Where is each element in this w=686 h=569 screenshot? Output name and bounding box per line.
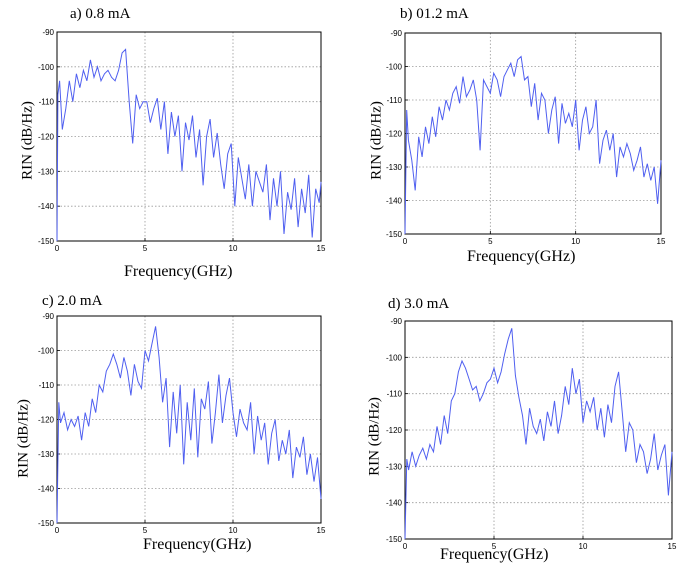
panel-c-title: c) 2.0 mA [42,293,103,309]
x-tick-label: 0 [55,244,60,253]
x-tick-label: 15 [317,244,326,253]
y-tick-label: -120 [38,133,55,142]
y-tick-label: -130 [386,462,403,471]
y-tick-label: -140 [38,485,55,494]
x-tick-label: 0 [403,542,408,551]
y-tick-label: -100 [386,353,403,362]
y-tick-label: -130 [386,163,403,172]
x-tick-label: 10 [571,237,580,246]
y-tick-label: -130 [38,450,55,459]
y-tick-label: -150 [38,237,55,246]
x-tick-label: 0 [403,237,408,246]
y-tick-label: -150 [38,519,55,528]
y-tick-label: -90 [390,317,402,326]
rin-series-line [404,328,673,540]
x-tick-label: 15 [668,542,677,551]
x-tick-label: 5 [143,244,148,253]
x-tick-label: 5 [488,237,493,246]
y-tick-label: -120 [38,416,55,425]
y-tick-label: -120 [386,130,403,139]
y-tick-label: -110 [39,381,55,390]
y-tick-label: -100 [386,63,403,72]
panel-a-xlabel: Frequency(GHz) [124,263,233,280]
y-tick-label: -140 [386,499,403,508]
y-tick-label: -140 [386,197,403,206]
x-tick-label: 10 [579,542,588,551]
y-tick-label: -90 [42,312,54,321]
panel-d-xlabel: Frequency(GHz) [440,546,549,563]
panel-a-title: a) 0.8 mA [70,6,131,22]
x-tick-label: 5 [143,526,148,535]
y-tick-label: -110 [387,96,403,105]
x-tick-label: 0 [55,526,60,535]
y-tick-label: -140 [38,202,55,211]
y-tick-label: -100 [38,347,55,356]
panel-b-title: b) 01.2 mA [400,6,469,22]
y-tick-label: -130 [38,167,55,176]
y-tick-label: -90 [42,28,54,37]
x-tick-label: 10 [229,244,238,253]
x-tick-label: 5 [492,542,497,551]
y-tick-label: -150 [386,535,403,544]
panel-d-title: d) 3.0 mA [388,296,450,312]
rin-series-line [56,48,322,242]
x-tick-label: 10 [229,526,238,535]
x-tick-label: 15 [317,526,326,535]
y-tick-label: -110 [387,390,403,399]
y-tick-label: -110 [39,98,55,107]
panel-c-xlabel: Frequency(GHz) [143,536,252,553]
x-tick-label: 15 [657,237,666,246]
rin-series-line [404,55,662,235]
y-tick-label: -90 [390,29,402,38]
panel-b-xlabel: Frequency(GHz) [467,248,576,265]
y-tick-label: -100 [38,63,55,72]
y-tick-label: -150 [386,230,403,239]
y-tick-label: -120 [386,426,403,435]
rin-series-line [56,326,322,524]
